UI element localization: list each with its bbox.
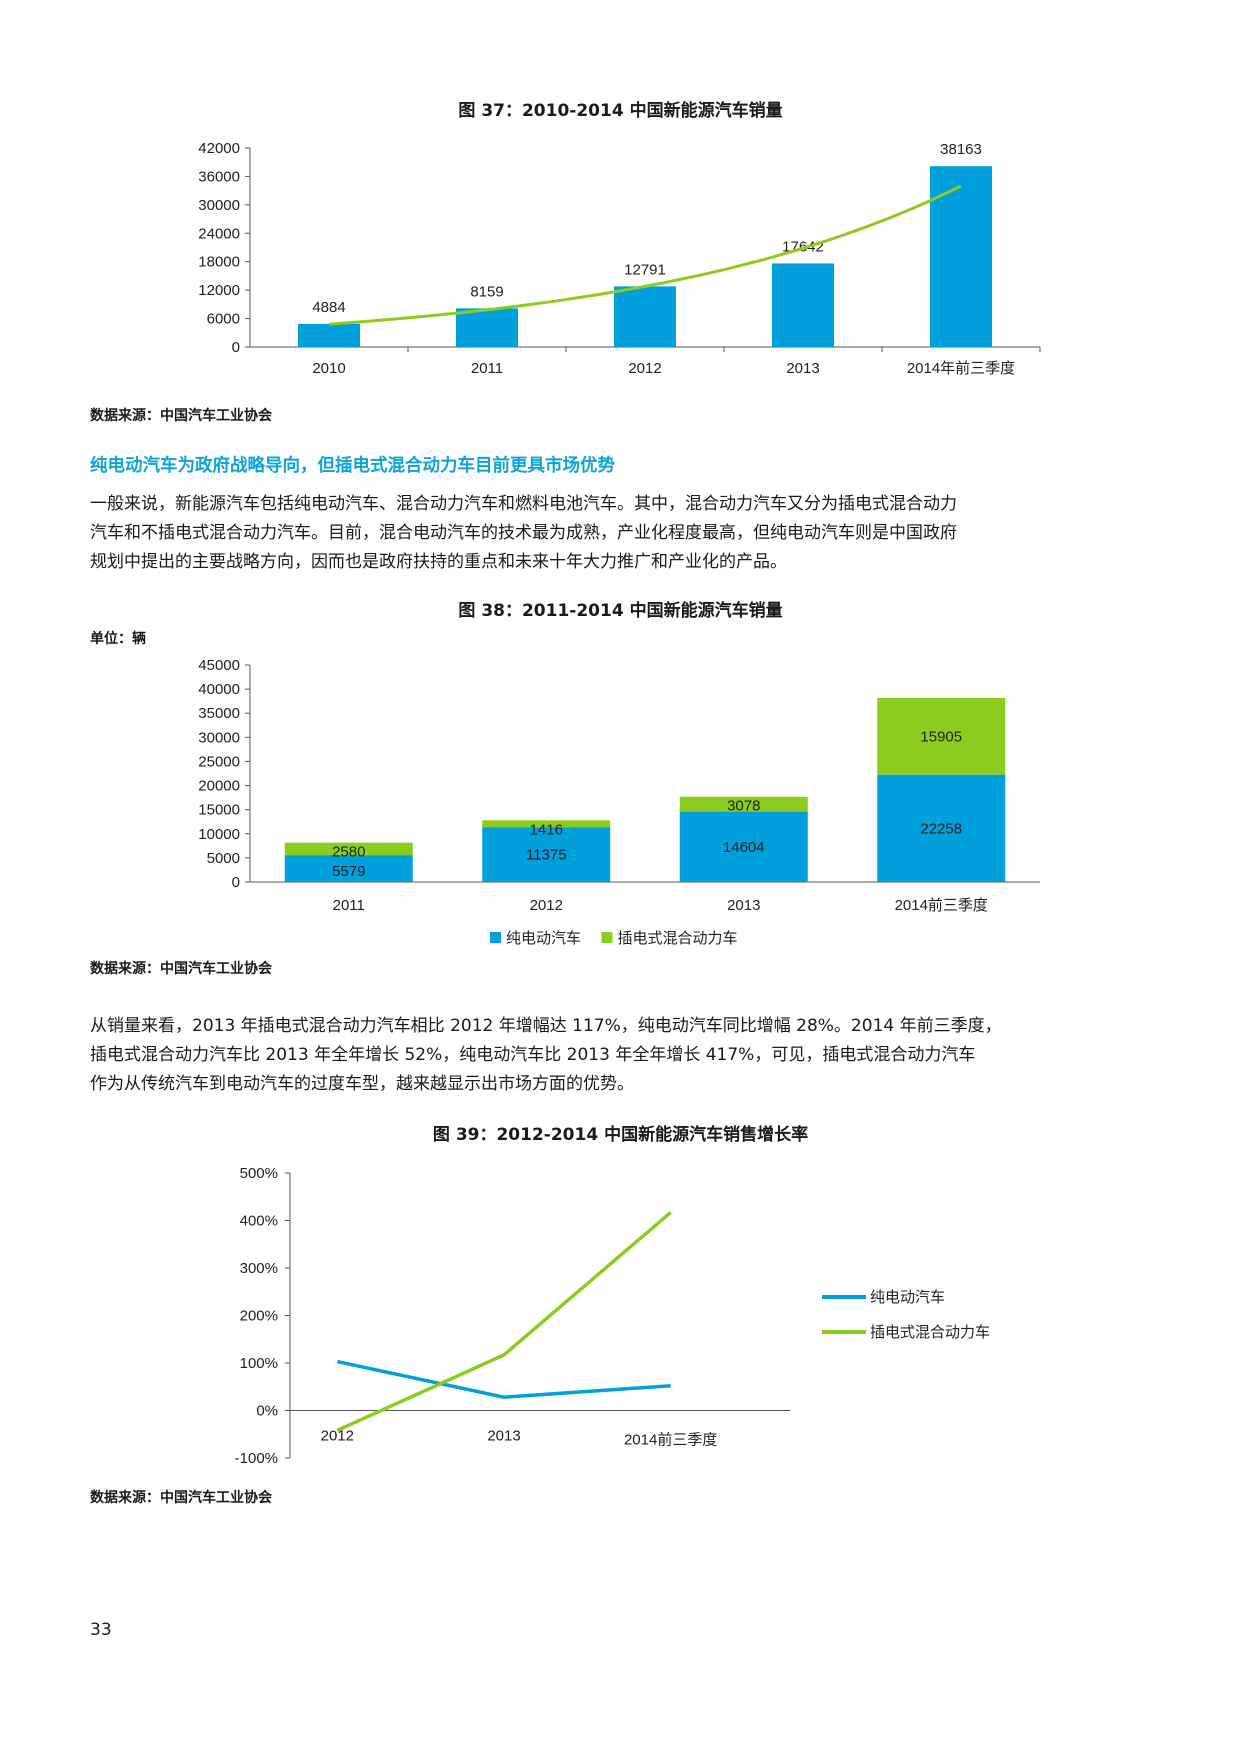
bar-segment — [679, 796, 808, 812]
legend-label: 插电式混合动力车 — [870, 1324, 990, 1341]
data-label: 38163 — [940, 141, 982, 158]
data-label: 11375 — [526, 847, 567, 864]
x-tick-label: 2013 — [487, 1428, 520, 1445]
data-label: 5579 — [332, 863, 365, 880]
figure-39-source: 数据来源：中国汽车工业协会 — [90, 1490, 272, 1506]
y-tick-label: 36000 — [198, 168, 240, 185]
data-label: 4884 — [312, 299, 345, 316]
x-tick-label: 2014前三季度 — [895, 897, 988, 914]
y-tick-label: 40000 — [198, 681, 240, 698]
y-tick-label: 24000 — [198, 225, 240, 242]
paragraph-analysis: 从销量来看，2013 年插电式混合动力汽车相比 2012 年增幅达 117%，纯… — [90, 1012, 1180, 1099]
y-tick-label: 300% — [240, 1260, 278, 1277]
bar — [456, 308, 518, 347]
unit-label: 单位：辆 — [90, 631, 146, 647]
y-tick-label: 0% — [256, 1403, 278, 1420]
y-tick-label: 100% — [240, 1355, 278, 1372]
x-tick-label: 2011 — [471, 360, 503, 377]
data-label: 2580 — [332, 844, 365, 861]
bar — [298, 323, 360, 347]
figure-39-title: 图 39：2012-2014 中国新能源汽车销售增长率 — [432, 1125, 809, 1145]
y-tick-label: 6000 — [207, 311, 240, 328]
figure-38-chart: 0 5000 10000 15000 20000 25000 30000 35000 40000… — [198, 657, 1040, 947]
bar — [772, 263, 834, 347]
series-line — [336, 1359, 671, 1399]
legend-swatch — [490, 932, 501, 943]
figure-38-title: 图 38：2011-2014 中国新能源汽车销量 — [458, 601, 783, 621]
y-tick-label: 30000 — [198, 197, 240, 214]
bar — [614, 286, 676, 347]
y-tick-label: 12000 — [198, 282, 240, 299]
x-tick-label: 2013 — [786, 360, 819, 377]
bar-segment — [679, 811, 808, 882]
y-tick-label: 35000 — [198, 705, 240, 722]
paragraph-intro: 一般来说，新能源汽车包括纯电动汽车、混合动力汽车和燃料电池汽车。其中，混合动力汽… — [90, 490, 1180, 577]
y-tick-label: 15000 — [198, 802, 240, 819]
x-tick-label: 2014年前三季度 — [907, 360, 1015, 377]
figure-39-chart: -100% 0% 100% 200% 300% 400% 500% 2012 2013 2014前… — [235, 1165, 990, 1467]
data-label: 14604 — [723, 839, 765, 856]
series-line — [336, 1211, 672, 1432]
x-tick-label: 2012 — [530, 897, 563, 914]
y-tick-label: 500% — [240, 1165, 278, 1182]
x-tick-label: 2012 — [628, 360, 661, 377]
bar-segment — [284, 842, 413, 856]
legend-label: 纯电动汽车 — [870, 1289, 945, 1306]
data-label: 12791 — [624, 261, 666, 278]
figure-37-source: 数据来源：中国汽车工业协会 — [90, 408, 272, 424]
paragraph-line: 一般来说，新能源汽车包括纯电动汽车、混合动力汽车和燃料电池汽车。其中，混合动力汽… — [90, 494, 957, 514]
figure-37-chart: 0 6000 12000 18000 24000 30000 36000 42000 4884 2… — [198, 140, 1041, 377]
y-tick-label: 30000 — [198, 729, 240, 746]
data-label: 3078 — [727, 798, 760, 815]
y-tick-label: 25000 — [198, 753, 240, 770]
legend-label: 插电式混合动力车 — [618, 930, 738, 947]
y-tick-label: 400% — [240, 1213, 278, 1230]
bar-segment — [877, 774, 1006, 882]
paragraph-line: 从销量来看，2013 年插电式混合动力汽车相比 2012 年增幅达 117%，纯… — [90, 1016, 1002, 1036]
bar-segment — [482, 827, 611, 882]
data-label: 1416 — [530, 821, 563, 838]
x-tick-label: 2012 — [321, 1428, 354, 1445]
page-number: 33 — [90, 1620, 112, 1640]
x-tick-label: 2014前三季度 — [624, 1432, 717, 1449]
data-label: 15905 — [920, 728, 962, 745]
legend-label: 纯电动汽车 — [506, 930, 581, 947]
y-tick-label: -100% — [235, 1450, 278, 1467]
trend-line — [328, 184, 962, 326]
legend-swatch — [601, 932, 613, 943]
x-tick-label: 2010 — [312, 360, 345, 377]
y-tick-label: 20000 — [198, 778, 240, 795]
paragraph-line: 规划中提出的主要战略方向，因而也是政府扶持的重点和未来十年大力推广和产业化的产品… — [90, 552, 787, 572]
paragraph-line: 汽车和不插电式混合动力汽车。目前，混合电动汽车的技术最为成熟，产业化程度最高，但… — [90, 523, 957, 543]
x-tick-label: 2011 — [333, 897, 365, 914]
y-tick-label: 45000 — [198, 657, 240, 674]
y-tick-label: 200% — [240, 1308, 278, 1325]
paragraph-line: 作为从传统汽车到电动汽车的过度车型，越来越显示出市场方面的优势。 — [90, 1074, 634, 1094]
y-tick-label: 18000 — [198, 254, 240, 271]
figure-37-title: 图 37：2010-2014 中国新能源汽车销量 — [458, 101, 783, 121]
data-label: 22258 — [920, 820, 962, 837]
figure-38-source: 数据来源：中国汽车工业协会 — [90, 961, 272, 977]
bar-segment — [482, 820, 611, 828]
paragraph-line: 插电式混合动力汽车比 2013 年全年增长 52%，纯电动汽车比 2013 年全… — [90, 1045, 976, 1065]
x-tick-label: 2013 — [727, 897, 760, 914]
bar — [930, 166, 992, 347]
bar-segment — [877, 697, 1006, 775]
y-tick-label: 0 — [232, 339, 240, 356]
bar-segment — [284, 855, 413, 882]
section-heading: 纯电动汽车为政府战略导向，但插电式混合动力车目前更具市场优势 — [90, 456, 615, 476]
y-tick-label: 10000 — [198, 826, 240, 843]
y-tick-label: 42000 — [198, 140, 240, 157]
y-tick-label: 5000 — [207, 850, 240, 867]
data-label: 8159 — [470, 283, 503, 300]
y-tick-label: 0 — [232, 874, 240, 891]
